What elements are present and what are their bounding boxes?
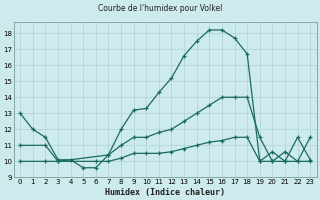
- X-axis label: Humidex (Indice chaleur): Humidex (Indice chaleur): [105, 188, 225, 197]
- Text: Courbe de l'humidex pour Volkel: Courbe de l'humidex pour Volkel: [98, 4, 222, 13]
